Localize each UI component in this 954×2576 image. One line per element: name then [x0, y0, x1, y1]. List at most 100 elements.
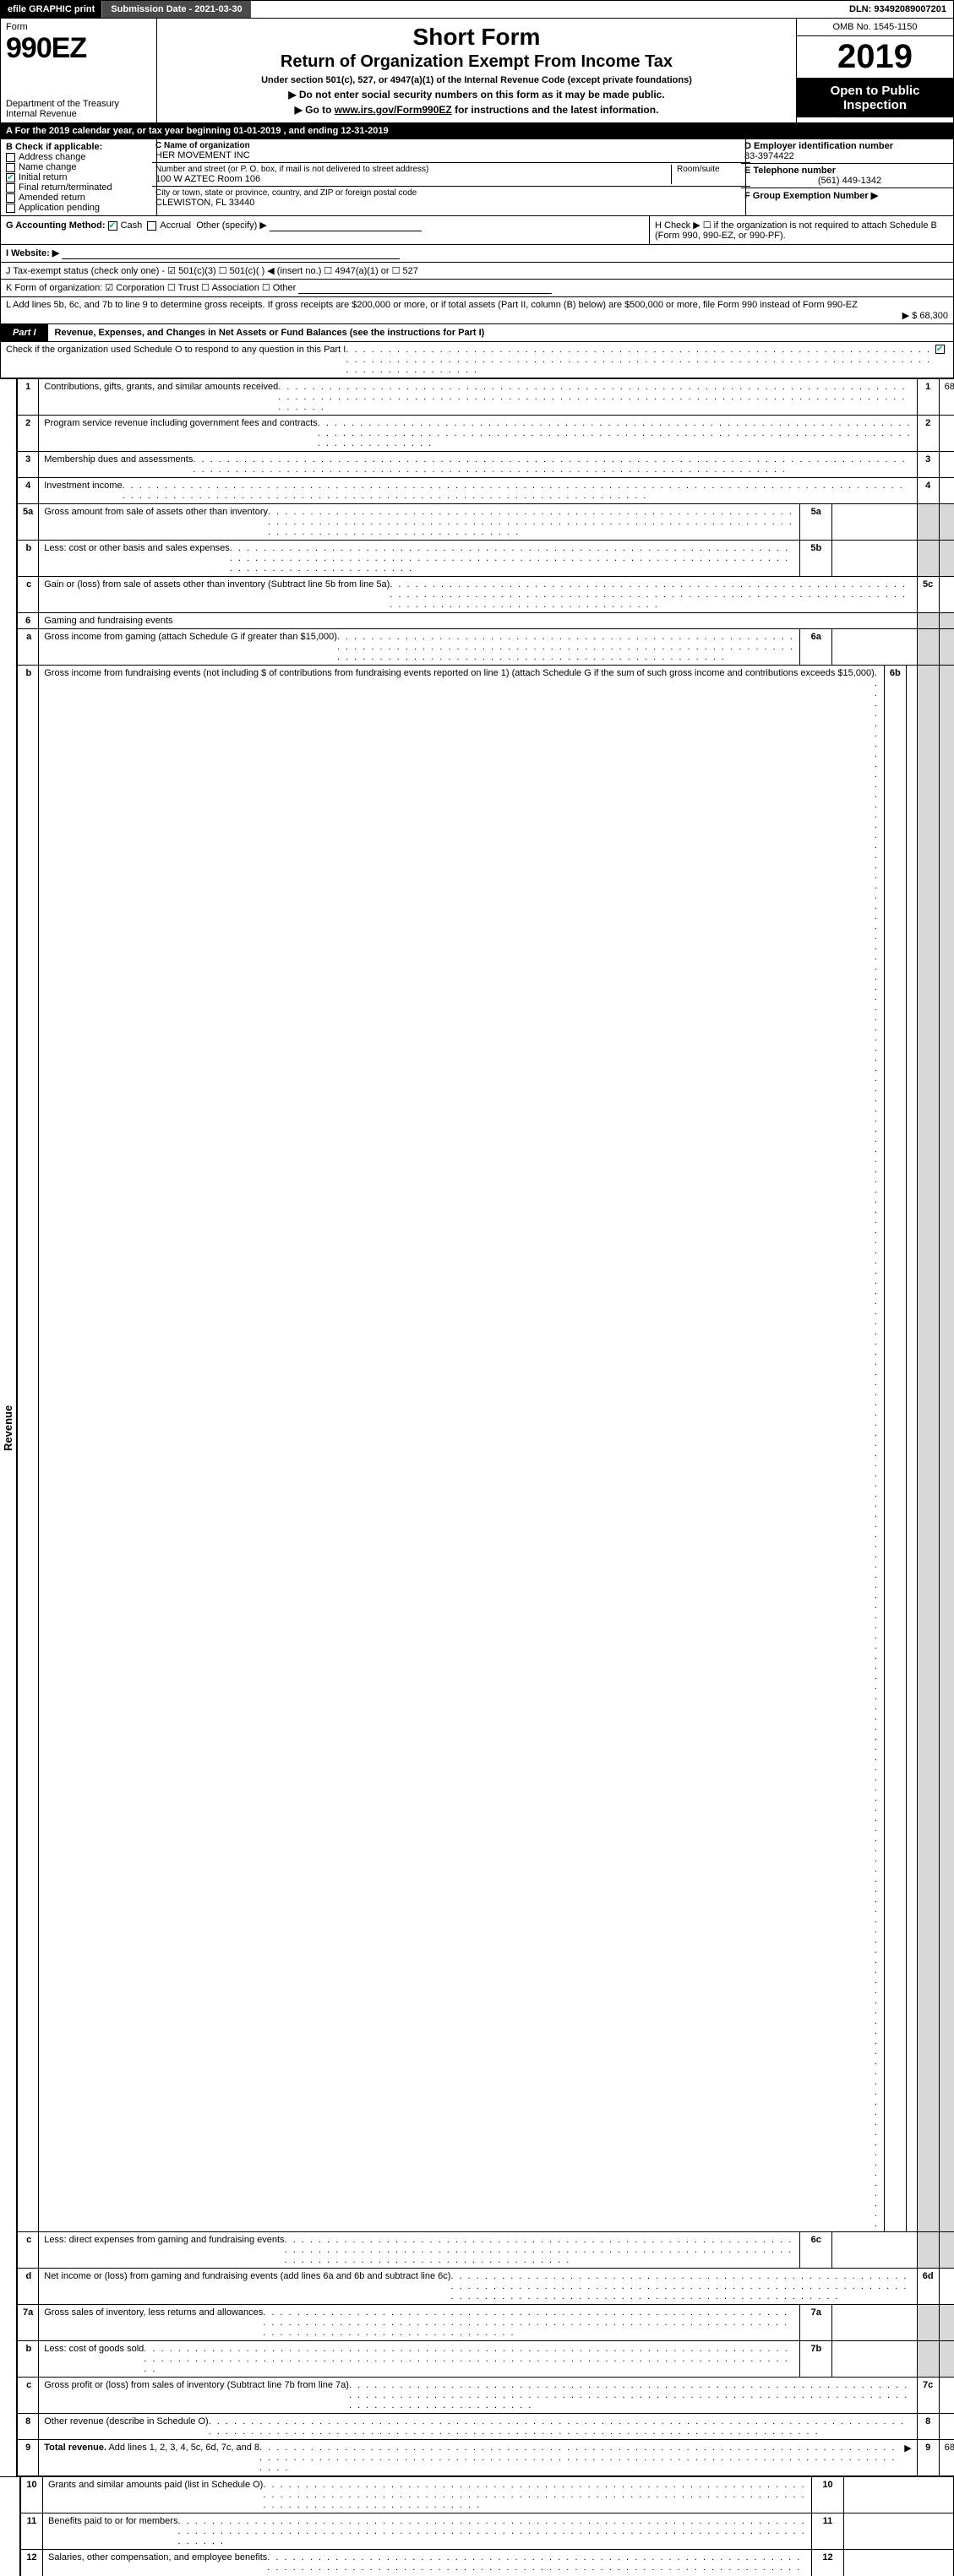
chk-final-return[interactable]: Final return/terminated — [6, 182, 151, 193]
part1-header: Part I Revenue, Expenses, and Changes in… — [0, 324, 954, 342]
org-city-cell: City or town, state or province, country… — [152, 186, 750, 209]
row-label: Gross amount from sale of assets other t… — [39, 504, 918, 541]
irs-link[interactable]: www.irs.gov/Form990EZ — [335, 104, 452, 116]
row-number: c — [18, 2232, 39, 2269]
efile-button[interactable]: efile GRAPHIC print — [1, 1, 101, 18]
line-number — [917, 504, 939, 541]
expenses-section: Expenses 10Grants and similar amounts pa… — [0, 2476, 954, 2576]
short-form-title: Short Form — [162, 24, 791, 51]
line-number: 9 — [917, 2440, 939, 2476]
row-number: a — [18, 629, 39, 666]
line-number — [917, 629, 939, 666]
org-info-grid: B Check if applicable: Address change Na… — [0, 139, 954, 216]
amount-cell — [939, 478, 954, 504]
table-row: dNet income or (loss) from gaming and fu… — [18, 2269, 954, 2305]
form-id-cell: Form 990EZ Department of the Treasury In… — [1, 19, 157, 122]
row-label: Net income or (loss) from gaming and fun… — [39, 2269, 918, 2305]
chk-accrual[interactable] — [147, 221, 156, 231]
row-label: Contributions, gifts, grants, and simila… — [39, 379, 918, 416]
line-number — [917, 666, 939, 2232]
row-number: c — [18, 2378, 39, 2414]
line-number: 10 — [812, 2477, 844, 2514]
line-number: 3 — [917, 452, 939, 478]
table-row: bGross income from fundraising events (n… — [18, 666, 954, 2232]
amount-cell — [939, 629, 954, 666]
row-label: Less: cost of goods sold7b — [39, 2341, 918, 2378]
chk-address-change[interactable]: Address change — [6, 152, 151, 162]
line-number — [917, 2305, 939, 2341]
ein-cell: D Employer identification number 83-3974… — [741, 139, 954, 163]
amount-cell — [939, 2341, 954, 2378]
table-row: 5aGross amount from sale of assets other… — [18, 504, 954, 541]
chk-cash[interactable] — [108, 221, 117, 231]
part1-checkbox[interactable] — [935, 345, 945, 354]
table-row: bLess: cost of goods sold7b — [18, 2341, 954, 2378]
open-to-public: Open to Public Inspection — [797, 79, 953, 117]
row-j: J Tax-exempt status (check only one) - ☑… — [0, 263, 954, 280]
row-number: b — [18, 541, 39, 577]
table-row: 10Grants and similar amounts paid (list … — [21, 2477, 954, 2514]
section-d: D Employer identification number 83-3974… — [746, 139, 953, 215]
chk-initial-return[interactable]: Initial return — [6, 172, 151, 182]
table-row: 8Other revenue (describe in Schedule O)8 — [18, 2414, 954, 2440]
goto-line: Go to www.irs.gov/Form990EZ for instruct… — [162, 104, 791, 116]
row-label: Gain or (loss) from sale of assets other… — [39, 577, 918, 613]
row-number: 9 — [18, 2440, 39, 2476]
amount-cell — [844, 2514, 954, 2550]
row-number: 4 — [18, 478, 39, 504]
row-number: 7a — [18, 2305, 39, 2341]
chk-name-change[interactable]: Name change — [6, 162, 151, 172]
table-row: 12Salaries, other compensation, and empl… — [21, 2550, 954, 2576]
form-header: Form 990EZ Department of the Treasury In… — [0, 19, 954, 123]
tax-year: 2019 — [797, 36, 953, 79]
dept-treasury: Department of the Treasury — [6, 99, 151, 109]
amount-cell — [939, 2414, 954, 2440]
line-number: 12 — [812, 2550, 844, 2576]
amount-cell: 68,300 — [939, 2440, 954, 2476]
amount-cell — [939, 2269, 954, 2305]
table-row: 4Investment income4 — [18, 478, 954, 504]
line-number: 4 — [917, 478, 939, 504]
row-label: Grants and similar amounts paid (list in… — [43, 2477, 812, 2514]
row-label: Membership dues and assessments — [39, 452, 918, 478]
row-label: Investment income — [39, 478, 918, 504]
row-label: Gross income from gaming (attach Schedul… — [39, 629, 918, 666]
part1-checkline: Check if the organization used Schedule … — [0, 342, 954, 378]
part1-title: Revenue, Expenses, and Changes in Net As… — [48, 324, 953, 341]
row-label: Gross sales of inventory, less returns a… — [39, 2305, 918, 2341]
amount-cell — [844, 2550, 954, 2576]
expenses-vlabel: Expenses — [0, 2476, 20, 2576]
row-k: K Form of organization: ☑ Corporation ☐ … — [0, 280, 954, 297]
main-title: Return of Organization Exempt From Incom… — [162, 52, 791, 72]
line-number — [917, 541, 939, 577]
table-row: cGain or (loss) from sale of assets othe… — [18, 577, 954, 613]
row-number: 11 — [21, 2514, 43, 2550]
chk-amended-return[interactable]: Amended return — [6, 193, 151, 203]
g-other: Other (specify) ▶ — [196, 220, 267, 231]
line-number: 8 — [917, 2414, 939, 2440]
row-number: 12 — [21, 2550, 43, 2576]
org-address: 100 W AZTEC Room 106 — [155, 174, 671, 184]
revenue-table: 1Contributions, gifts, grants, and simil… — [17, 378, 954, 2476]
city-label: City or town, state or province, country… — [155, 188, 747, 198]
ssn-warning: Do not enter social security numbers on … — [162, 89, 791, 101]
goto-post: for instructions and the latest informat… — [455, 104, 658, 116]
row-number: 5a — [18, 504, 39, 541]
period-text: For the 2019 calendar year, or tax year … — [15, 126, 389, 136]
revenue-section: Revenue 1Contributions, gifts, grants, a… — [0, 378, 954, 2476]
expenses-table: 10Grants and similar amounts paid (list … — [20, 2476, 954, 2576]
amount-cell — [939, 577, 954, 613]
line-number — [917, 2341, 939, 2378]
dln-label: DLN: 93492089007201 — [842, 1, 953, 18]
row-label: Less: direct expenses from gaming and fu… — [39, 2232, 918, 2269]
revenue-vlabel: Revenue — [0, 378, 17, 2476]
row-number: b — [18, 2341, 39, 2378]
line-number: 2 — [917, 416, 939, 452]
row-h: H Check ▶ ☐ if the organization is not r… — [649, 216, 953, 244]
table-row: 1Contributions, gifts, grants, and simil… — [18, 379, 954, 416]
table-row: 6Gaming and fundraising events — [18, 613, 954, 629]
table-row: 11Benefits paid to or for members11 — [21, 2514, 954, 2550]
row-number: d — [18, 2269, 39, 2305]
chk-application-pending[interactable]: Application pending — [6, 203, 151, 213]
row-number: 10 — [21, 2477, 43, 2514]
